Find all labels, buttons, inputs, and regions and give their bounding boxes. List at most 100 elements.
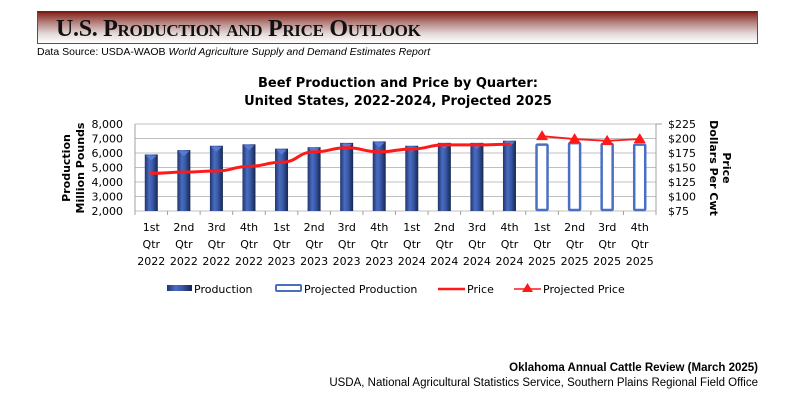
bar-production bbox=[470, 142, 484, 211]
bar-production-cap bbox=[178, 151, 190, 157]
footer-publication: Oklahoma Annual Cattle Review (March 202… bbox=[509, 362, 758, 374]
bar-projected-production bbox=[632, 143, 647, 212]
x-tick-label: 4th bbox=[240, 221, 258, 234]
x-tick-label: 1st bbox=[534, 221, 552, 234]
y-tick-label-right: $175 bbox=[668, 147, 696, 160]
marker-projected-price bbox=[601, 134, 614, 145]
y-tick-label-left: 3,000 bbox=[92, 191, 124, 204]
y-tick-label-left: 7,000 bbox=[92, 133, 124, 146]
bar-projected-production bbox=[567, 141, 582, 212]
y-tick-label-right: $150 bbox=[668, 162, 696, 175]
data-source: Data Source: USDA-WAOB World Agriculture… bbox=[37, 46, 430, 58]
x-tick-label: 2024 bbox=[430, 255, 458, 268]
bar-production-cap bbox=[210, 146, 222, 152]
bar-production bbox=[275, 148, 289, 211]
x-tick-label: 4th bbox=[370, 221, 388, 234]
x-tick-label: Qtr bbox=[403, 238, 421, 251]
x-tick-label: 2022 bbox=[137, 255, 165, 268]
y-tick-label-right: $75 bbox=[668, 205, 689, 218]
y-axis-left-label-1: Production bbox=[60, 134, 73, 202]
x-tick-label: Qtr bbox=[305, 238, 323, 251]
x-tick-label: 2024 bbox=[398, 255, 426, 268]
x-tick-label: Qtr bbox=[566, 238, 584, 251]
bar-production bbox=[242, 144, 256, 211]
legend-swatch-production bbox=[167, 285, 192, 291]
x-tick-label: 2022 bbox=[202, 255, 230, 268]
header-banner: U.S. Production and Price Outlook bbox=[37, 11, 758, 44]
bar-production bbox=[437, 142, 451, 211]
marker-projected-price bbox=[633, 133, 646, 144]
y-tick-label-left: 6,000 bbox=[92, 147, 124, 160]
page-title: U.S. Production and Price Outlook bbox=[56, 16, 421, 42]
bar-projected-production bbox=[600, 142, 614, 212]
x-tick-label: Qtr bbox=[175, 238, 193, 251]
x-tick-label: 2025 bbox=[561, 255, 589, 268]
y-tick-label-right: $225 bbox=[668, 118, 696, 131]
x-tick-label: 2024 bbox=[495, 255, 523, 268]
y-axis-left-label-2: Million Pounds bbox=[74, 122, 87, 213]
x-tick-label: 2nd bbox=[434, 221, 455, 234]
y-tick-label-right: $100 bbox=[668, 191, 696, 204]
marker-projected-price bbox=[568, 133, 581, 144]
line-price bbox=[149, 142, 511, 175]
x-tick-label: 1st bbox=[143, 221, 161, 234]
x-tick-label: 2022 bbox=[170, 255, 198, 268]
x-tick-label: 1st bbox=[403, 221, 421, 234]
x-tick-label: 2025 bbox=[626, 255, 654, 268]
x-tick-label: 2025 bbox=[528, 255, 556, 268]
x-tick-label: Qtr bbox=[273, 238, 291, 251]
marker-projected-price bbox=[536, 130, 549, 141]
x-tick-label: 2nd bbox=[173, 221, 194, 234]
legend-label-projected-production: Projected Production bbox=[304, 283, 417, 296]
y-axis-right-label-2: Price bbox=[720, 152, 733, 183]
bar-production-cap bbox=[243, 145, 255, 151]
x-tick-label: Qtr bbox=[533, 238, 551, 251]
x-tick-label: 3rd bbox=[338, 221, 356, 234]
x-tick-label: Qtr bbox=[631, 238, 649, 251]
bar-production bbox=[502, 140, 516, 211]
legend-label-price: Price bbox=[467, 283, 494, 296]
x-tick-label: Qtr bbox=[370, 238, 388, 251]
y-axis-right-label-1: Dollars Per Cwt bbox=[707, 120, 720, 216]
x-tick-label: 1st bbox=[273, 221, 291, 234]
x-tick-label: Qtr bbox=[143, 238, 161, 251]
x-tick-label: 2023 bbox=[333, 255, 361, 268]
x-tick-label: 4th bbox=[631, 221, 649, 234]
x-tick-label: 3rd bbox=[207, 221, 225, 234]
bar-projected-production bbox=[535, 143, 549, 212]
x-tick-label: 2024 bbox=[463, 255, 491, 268]
footer-agency: USDA, National Agricultural Statistics S… bbox=[329, 377, 758, 389]
x-tick-label: Qtr bbox=[436, 238, 454, 251]
bar-production-cap bbox=[145, 155, 157, 161]
x-tick-label: Qtr bbox=[240, 238, 258, 251]
bar-production bbox=[177, 150, 191, 211]
legend-marker-projected-price bbox=[522, 283, 533, 292]
bar-production bbox=[340, 142, 354, 211]
bar-production-cap bbox=[373, 142, 385, 148]
line-projected-price bbox=[541, 135, 640, 142]
x-tick-label: Qtr bbox=[501, 238, 519, 251]
x-tick-label: 2025 bbox=[593, 255, 621, 268]
data-source-report: World Agriculture Supply and Demand Esti… bbox=[168, 46, 431, 58]
bar-production-cap bbox=[276, 149, 288, 155]
x-tick-label: Qtr bbox=[598, 238, 616, 251]
chart-legend: Production Projected Production Price Pr… bbox=[167, 283, 625, 296]
bar-production bbox=[144, 154, 158, 211]
x-tick-label: 3rd bbox=[468, 221, 486, 234]
y-tick-label-left: 4,000 bbox=[92, 176, 124, 189]
bar-production bbox=[405, 145, 419, 211]
legend-label-projected-price: Projected Price bbox=[543, 283, 625, 296]
y-tick-label-left: 5,000 bbox=[92, 162, 124, 175]
x-tick-label: Qtr bbox=[208, 238, 226, 251]
y-tick-label-left: 8,000 bbox=[92, 118, 124, 131]
bar-production bbox=[372, 141, 386, 211]
x-tick-label: Qtr bbox=[338, 238, 356, 251]
y-tick-label-right: $200 bbox=[668, 133, 696, 146]
legend-label-production: Production bbox=[194, 283, 253, 296]
x-tick-label: 2023 bbox=[300, 255, 328, 268]
bar-production bbox=[307, 147, 321, 211]
chart-title-line2: United States, 2022-2024, Projected 2025 bbox=[244, 94, 552, 109]
x-tick-label: 2022 bbox=[235, 255, 263, 268]
y-tick-label-right: $125 bbox=[668, 176, 696, 189]
